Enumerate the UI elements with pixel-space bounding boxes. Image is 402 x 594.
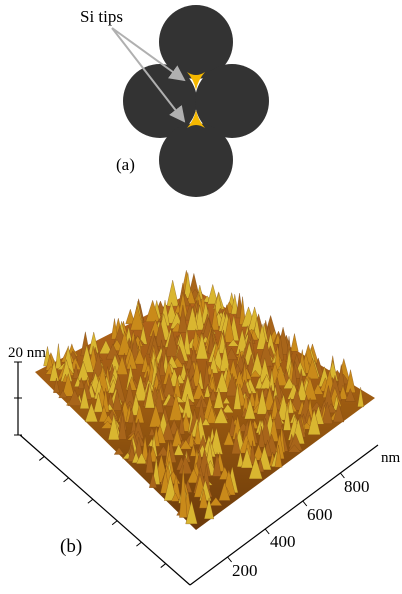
z-scale-label: 20 nm: [8, 345, 46, 361]
axis-tick: [39, 456, 44, 460]
panel-a: Si tips (a): [80, 5, 269, 197]
surface-peak: [167, 280, 179, 306]
axis-tick-label: 800: [344, 477, 370, 496]
axis-tick-label: 400: [270, 532, 296, 551]
axis-tick: [112, 521, 117, 525]
axis-tick: [64, 478, 69, 482]
panel-b: 20 nm nm 200 400 600 800 (b): [8, 270, 401, 585]
sphere: [159, 123, 233, 197]
label: Si tips: [80, 7, 123, 26]
axis-unit: nm: [381, 450, 401, 466]
axis-tick: [340, 473, 344, 478]
caption: (b): [60, 536, 82, 557]
axis-tick: [161, 564, 166, 568]
axis-tick: [228, 557, 232, 562]
figure: Si tips (a) 20 nm nm 200 400 600 800 (b): [0, 0, 402, 594]
axis-tick: [136, 542, 141, 546]
axis-tick: [88, 499, 93, 503]
surface-peak: [291, 334, 299, 352]
axis-tick: [303, 501, 307, 506]
axis-tick-label: 200: [232, 561, 258, 580]
axis-tick-label: 600: [307, 505, 333, 524]
axis-tick: [265, 529, 269, 534]
surface-peak: [55, 344, 61, 369]
caption: (a): [116, 155, 135, 174]
